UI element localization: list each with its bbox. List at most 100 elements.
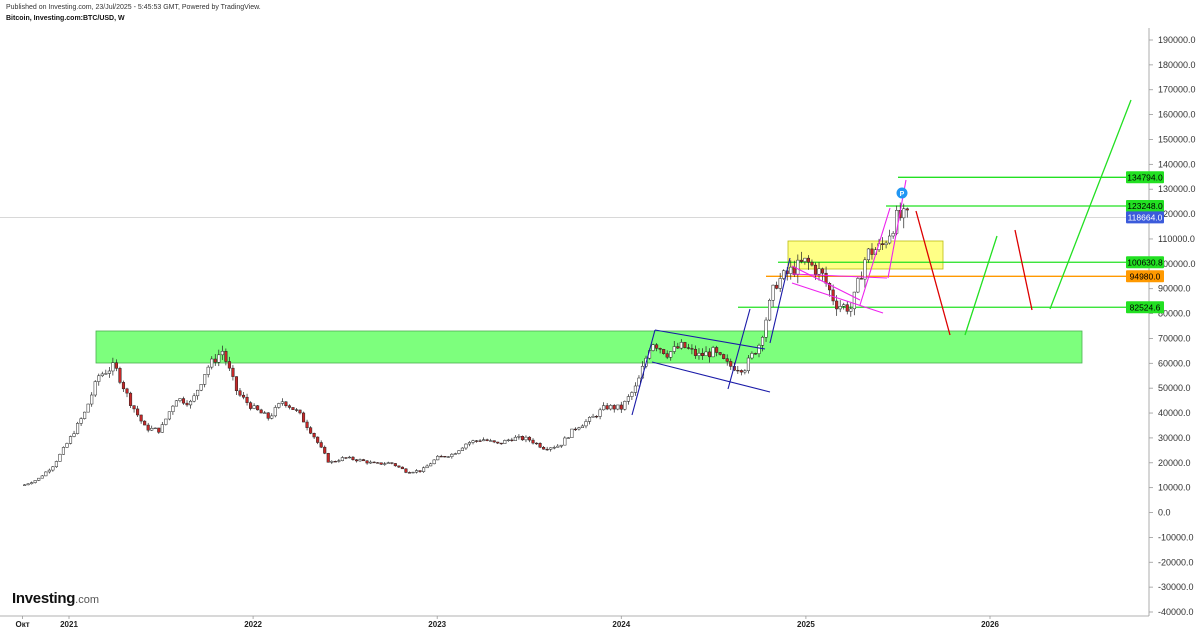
- candle-body: [450, 453, 454, 457]
- candle-body: [118, 368, 122, 383]
- candle-body: [146, 424, 150, 431]
- candle-body: [301, 412, 306, 423]
- y-tick-label: 80000.0: [1158, 309, 1191, 319]
- candle-body: [47, 469, 51, 473]
- candle-body: [199, 384, 203, 391]
- candle-body: [407, 472, 412, 474]
- candle-body: [443, 455, 447, 458]
- candle-body: [764, 319, 768, 338]
- logo-suffix: .com: [75, 594, 99, 606]
- candle-body: [344, 457, 348, 459]
- levels-layer: [0, 176, 1149, 308]
- candle-body: [354, 459, 359, 462]
- candle-body: [510, 439, 514, 441]
- candle-body: [676, 346, 680, 349]
- y-tick-label: 60000.0: [1158, 358, 1191, 368]
- candle-body: [799, 259, 803, 262]
- level-tag-label: 123248.0: [1127, 201, 1163, 211]
- candle-body: [189, 400, 193, 406]
- candle-body: [256, 405, 260, 411]
- candle-body: [686, 347, 690, 349]
- level-tag-label: 134794.0: [1127, 172, 1163, 182]
- blue-channel-bottom-line: [651, 361, 771, 393]
- x-tick-label: 2024: [612, 620, 630, 629]
- candle-body: [432, 459, 436, 465]
- y-tick-label: 20000.0: [1158, 458, 1191, 468]
- candle-body: [287, 405, 291, 408]
- candle-body: [775, 284, 779, 289]
- candle-body: [231, 367, 235, 377]
- candle-body: [708, 351, 712, 358]
- candle-body: [153, 427, 157, 430]
- level-tag-label: 82524.6: [1130, 302, 1161, 312]
- candle-body: [309, 427, 313, 434]
- support-zone-green: [95, 330, 1083, 364]
- candle-body: [471, 440, 475, 443]
- candle-body: [651, 344, 655, 351]
- candle-body: [351, 456, 355, 460]
- candle-body: [37, 477, 41, 481]
- candle-body: [612, 405, 616, 410]
- y-tick-label: 40000.0: [1158, 408, 1191, 418]
- candle-body: [174, 400, 178, 407]
- candle-body: [771, 284, 775, 301]
- candle-body: [386, 462, 390, 464]
- x-tick-label: 2025: [797, 620, 815, 629]
- candle-body: [828, 283, 832, 291]
- candle-body: [340, 457, 344, 461]
- candle-body: [605, 405, 609, 410]
- candle-body: [616, 404, 620, 410]
- candle-body: [489, 440, 493, 442]
- candle-body: [506, 439, 510, 441]
- candle-body: [72, 433, 76, 437]
- candle-body: [778, 278, 782, 289]
- candle-body: [552, 447, 556, 449]
- candles-layer: [23, 202, 909, 486]
- candle-body: [715, 347, 719, 353]
- candle-body: [185, 402, 189, 406]
- level-tag: [1126, 301, 1164, 314]
- chart-header: Published on Investing.com, 23/Jul/2025 …: [6, 3, 261, 24]
- candle-body: [725, 358, 729, 362]
- candle-body: [40, 475, 44, 479]
- candle-body: [609, 405, 613, 410]
- y-tick-label: 0.0: [1158, 508, 1171, 518]
- candle-body: [602, 405, 606, 411]
- candle-body: [259, 409, 263, 414]
- candle-body: [633, 385, 637, 393]
- candle-body: [584, 421, 588, 427]
- candle-body: [672, 346, 676, 352]
- x-tick-label: 2026: [981, 620, 999, 629]
- investing-logo: Investing.com: [12, 590, 99, 608]
- candle-body: [580, 425, 585, 428]
- candle-body: [323, 446, 327, 454]
- candle-body: [542, 447, 546, 450]
- candle-body: [111, 362, 115, 372]
- level-tag: [1126, 171, 1164, 184]
- candle-body: [330, 461, 334, 463]
- candle-body: [76, 423, 80, 434]
- candle-body: [245, 396, 249, 403]
- candle-body: [881, 243, 885, 246]
- candle-body: [665, 353, 669, 358]
- candle-body: [545, 448, 549, 451]
- candle-body: [270, 415, 274, 419]
- candle-body: [820, 268, 825, 274]
- p-marker-icon[interactable]: [896, 187, 908, 199]
- candle-body: [859, 278, 863, 280]
- magenta-channel-top-line: [791, 265, 861, 301]
- candle-body: [513, 436, 517, 441]
- candle-body: [217, 354, 221, 363]
- y-tick-label: 170000.0: [1158, 85, 1196, 95]
- candle-body: [150, 427, 154, 431]
- published-note: Published on Investing.com, 23/Jul/2025 …: [6, 4, 261, 11]
- candle-body: [298, 409, 302, 414]
- candle-body: [100, 373, 104, 377]
- candle-body: [503, 440, 507, 444]
- candle-body: [729, 361, 733, 367]
- candle-body: [863, 259, 867, 280]
- candle-body: [563, 437, 567, 446]
- blue-impulse-line-2: [727, 308, 751, 390]
